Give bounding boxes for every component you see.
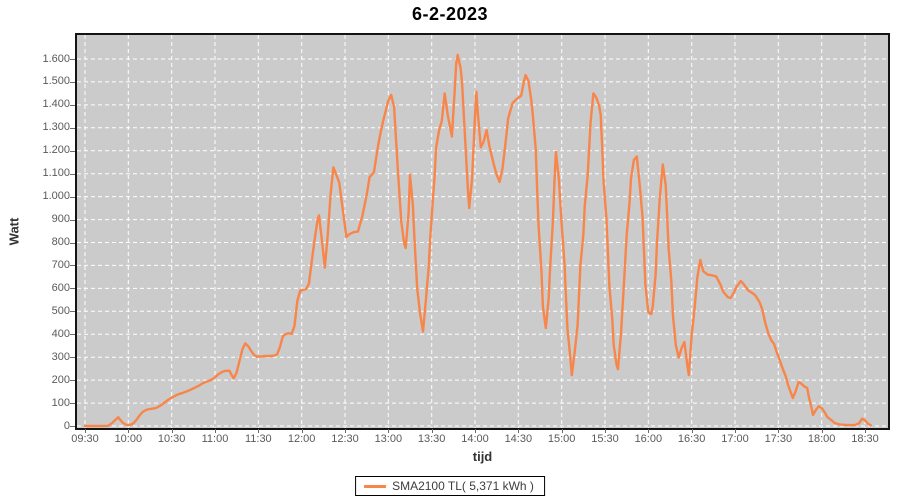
power-series-line bbox=[83, 53, 872, 428]
y-tick-label: 900 bbox=[51, 213, 70, 226]
plot-area bbox=[75, 33, 890, 430]
x-tick-mark bbox=[518, 429, 520, 433]
x-tick-label: 09:30 bbox=[71, 433, 99, 445]
x-tick-mark bbox=[475, 429, 476, 433]
y-tick-mark bbox=[70, 59, 75, 60]
legend-box: SMA2100 TL( 5,371 kWh ) bbox=[355, 476, 545, 496]
y-tick-mark bbox=[70, 357, 75, 359]
chart-title: 6-2-2023 bbox=[411, 4, 489, 24]
y-tick-label: 1.600 bbox=[42, 52, 70, 65]
y-tick-mark bbox=[70, 81, 75, 83]
y-tick-mark bbox=[70, 334, 75, 336]
y-tick-label: 300 bbox=[51, 350, 70, 363]
x-tick-label: 13:00 bbox=[374, 433, 403, 445]
x-tick-mark bbox=[345, 429, 346, 433]
x-tick-label: 12:30 bbox=[331, 433, 359, 445]
y-tick-label: 1.400 bbox=[42, 98, 70, 111]
y-tick-mark bbox=[70, 104, 75, 106]
x-tick-label: 18:30 bbox=[851, 433, 879, 445]
x-tick-label: 10:30 bbox=[157, 433, 186, 445]
x-tick-mark bbox=[691, 429, 693, 433]
y-tick-mark bbox=[70, 242, 75, 244]
x-tick-mark bbox=[388, 429, 390, 433]
y-tick-label: 200 bbox=[51, 373, 70, 386]
y-tick-mark bbox=[70, 288, 75, 290]
x-tick-label: 18:00 bbox=[807, 433, 836, 445]
y-tick-mark bbox=[70, 196, 75, 198]
x-tick-label: 15:00 bbox=[547, 433, 576, 445]
y-tick-mark bbox=[70, 173, 75, 175]
y-tick-mark bbox=[70, 426, 75, 427]
x-tick-label: 14:00 bbox=[461, 433, 489, 445]
y-tick-label: 1.300 bbox=[42, 121, 70, 134]
x-tick-mark bbox=[648, 429, 650, 433]
x-tick-mark bbox=[431, 429, 433, 433]
x-axis-label: tijd bbox=[472, 449, 493, 464]
y-tick-label: 0 bbox=[63, 419, 70, 432]
y-tick-mark bbox=[70, 380, 75, 382]
y-tick-label: 800 bbox=[51, 236, 70, 248]
x-tick-label: 15:30 bbox=[591, 433, 619, 445]
legend-series-label: SMA2100 TL( 5,371 kWh ) bbox=[392, 479, 534, 493]
y-tick-label: 1.100 bbox=[42, 167, 70, 180]
x-tick-label: 16:30 bbox=[677, 433, 706, 445]
x-tick-mark bbox=[735, 429, 736, 433]
x-tick-mark bbox=[171, 429, 173, 433]
y-tick-label: 400 bbox=[51, 327, 70, 340]
y-tick-label: 100 bbox=[51, 396, 70, 409]
x-tick-mark bbox=[258, 429, 260, 433]
chart-canvas bbox=[77, 35, 888, 428]
x-tick-label: 11:00 bbox=[201, 433, 229, 445]
y-tick-mark bbox=[70, 403, 75, 405]
x-tick-label: 17:30 bbox=[764, 433, 793, 445]
x-tick-label: 17:00 bbox=[721, 433, 749, 445]
gridlines bbox=[77, 35, 888, 428]
x-tick-mark bbox=[128, 429, 130, 433]
x-tick-label: 11:30 bbox=[244, 433, 272, 445]
y-tick-label: 600 bbox=[51, 281, 70, 294]
x-tick-label: 12:00 bbox=[287, 433, 316, 445]
legend-line-swatch bbox=[364, 484, 387, 488]
y-tick-label: 500 bbox=[51, 304, 70, 317]
y-tick-mark bbox=[70, 219, 75, 221]
x-tick-mark bbox=[215, 429, 216, 433]
y-tick-label: 700 bbox=[51, 258, 70, 271]
x-tick-mark bbox=[821, 429, 823, 433]
y-tick-label: 1.000 bbox=[42, 190, 70, 203]
y-tick-label: 1.200 bbox=[42, 144, 70, 157]
y-tick-mark bbox=[70, 311, 75, 313]
x-tick-mark bbox=[865, 429, 866, 433]
x-tick-label: 16:00 bbox=[634, 433, 663, 445]
y-tick-label: 1.500 bbox=[42, 75, 70, 88]
x-tick-mark bbox=[85, 429, 86, 433]
y-tick-mark bbox=[70, 150, 75, 152]
x-tick-mark bbox=[301, 429, 303, 433]
x-tick-label: 10:00 bbox=[114, 433, 143, 445]
y-tick-mark bbox=[70, 127, 75, 129]
x-tick-label: 14:30 bbox=[504, 433, 533, 445]
x-tick-mark bbox=[778, 429, 780, 433]
x-tick-mark bbox=[605, 429, 606, 433]
x-tick-label: 13:30 bbox=[417, 433, 446, 445]
x-tick-mark bbox=[561, 429, 563, 433]
y-tick-mark bbox=[70, 265, 75, 267]
